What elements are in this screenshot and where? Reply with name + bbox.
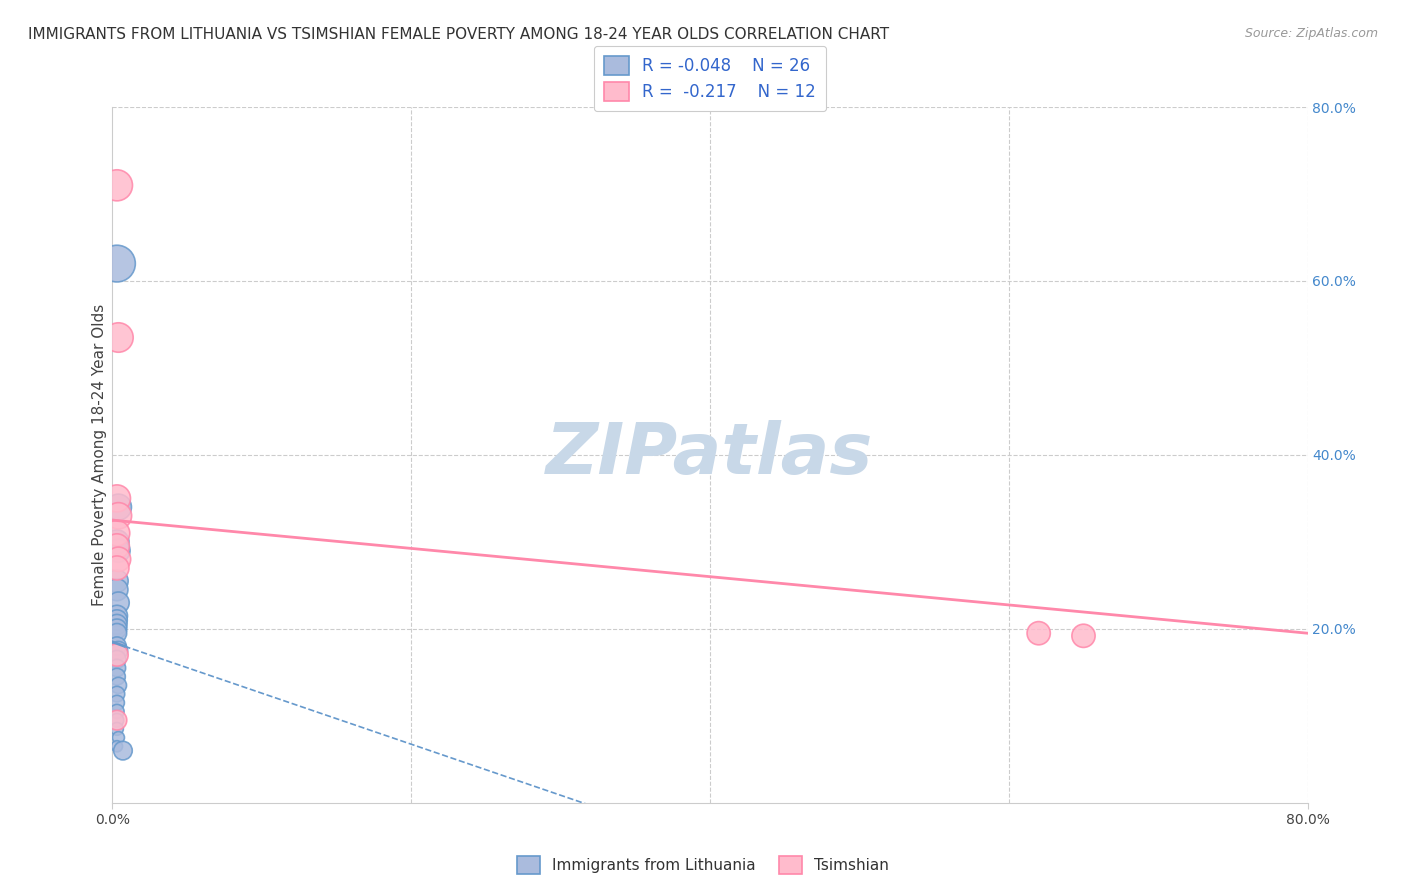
- Point: [105, 608, 128, 623]
- Point: [107, 330, 129, 344]
- Point: [107, 508, 129, 523]
- Point: [105, 539, 128, 553]
- Text: ZIPatlas: ZIPatlas: [547, 420, 873, 490]
- Point: [105, 739, 128, 754]
- Point: [105, 648, 128, 662]
- Point: [105, 661, 128, 675]
- Point: [105, 687, 128, 701]
- Point: [105, 526, 128, 541]
- Point: [105, 178, 128, 193]
- Point: [105, 574, 128, 588]
- Point: [105, 622, 128, 636]
- Point: [105, 617, 128, 632]
- Text: IMMIGRANTS FROM LITHUANIA VS TSIMSHIAN FEMALE POVERTY AMONG 18-24 YEAR OLDS CORR: IMMIGRANTS FROM LITHUANIA VS TSIMSHIAN F…: [28, 27, 889, 42]
- Point: [105, 713, 128, 727]
- Point: [105, 491, 128, 506]
- Point: [107, 596, 129, 610]
- Point: [107, 552, 129, 566]
- Legend: Immigrants from Lithuania, Tsimshian: Immigrants from Lithuania, Tsimshian: [510, 850, 896, 880]
- Point: [107, 678, 129, 692]
- Point: [105, 696, 128, 710]
- Text: Source: ZipAtlas.com: Source: ZipAtlas.com: [1244, 27, 1378, 40]
- Point: [107, 500, 129, 514]
- Point: [105, 705, 128, 719]
- Y-axis label: Female Poverty Among 18-24 Year Olds: Female Poverty Among 18-24 Year Olds: [91, 304, 107, 606]
- Point: [105, 670, 128, 684]
- Point: [1028, 626, 1050, 640]
- Point: [105, 582, 128, 597]
- Legend: R = -0.048    N = 26, R =  -0.217    N = 12: R = -0.048 N = 26, R = -0.217 N = 12: [593, 45, 827, 111]
- Point: [105, 722, 128, 736]
- Point: [105, 534, 128, 549]
- Point: [105, 713, 128, 727]
- Point: [105, 613, 128, 627]
- Point: [107, 643, 129, 657]
- Point: [105, 626, 128, 640]
- Point: [1073, 629, 1095, 643]
- Point: [105, 652, 128, 666]
- Point: [107, 731, 129, 745]
- Point: [107, 543, 129, 558]
- Point: [105, 257, 128, 271]
- Point: [105, 639, 128, 653]
- Point: [111, 744, 134, 758]
- Point: [105, 561, 128, 575]
